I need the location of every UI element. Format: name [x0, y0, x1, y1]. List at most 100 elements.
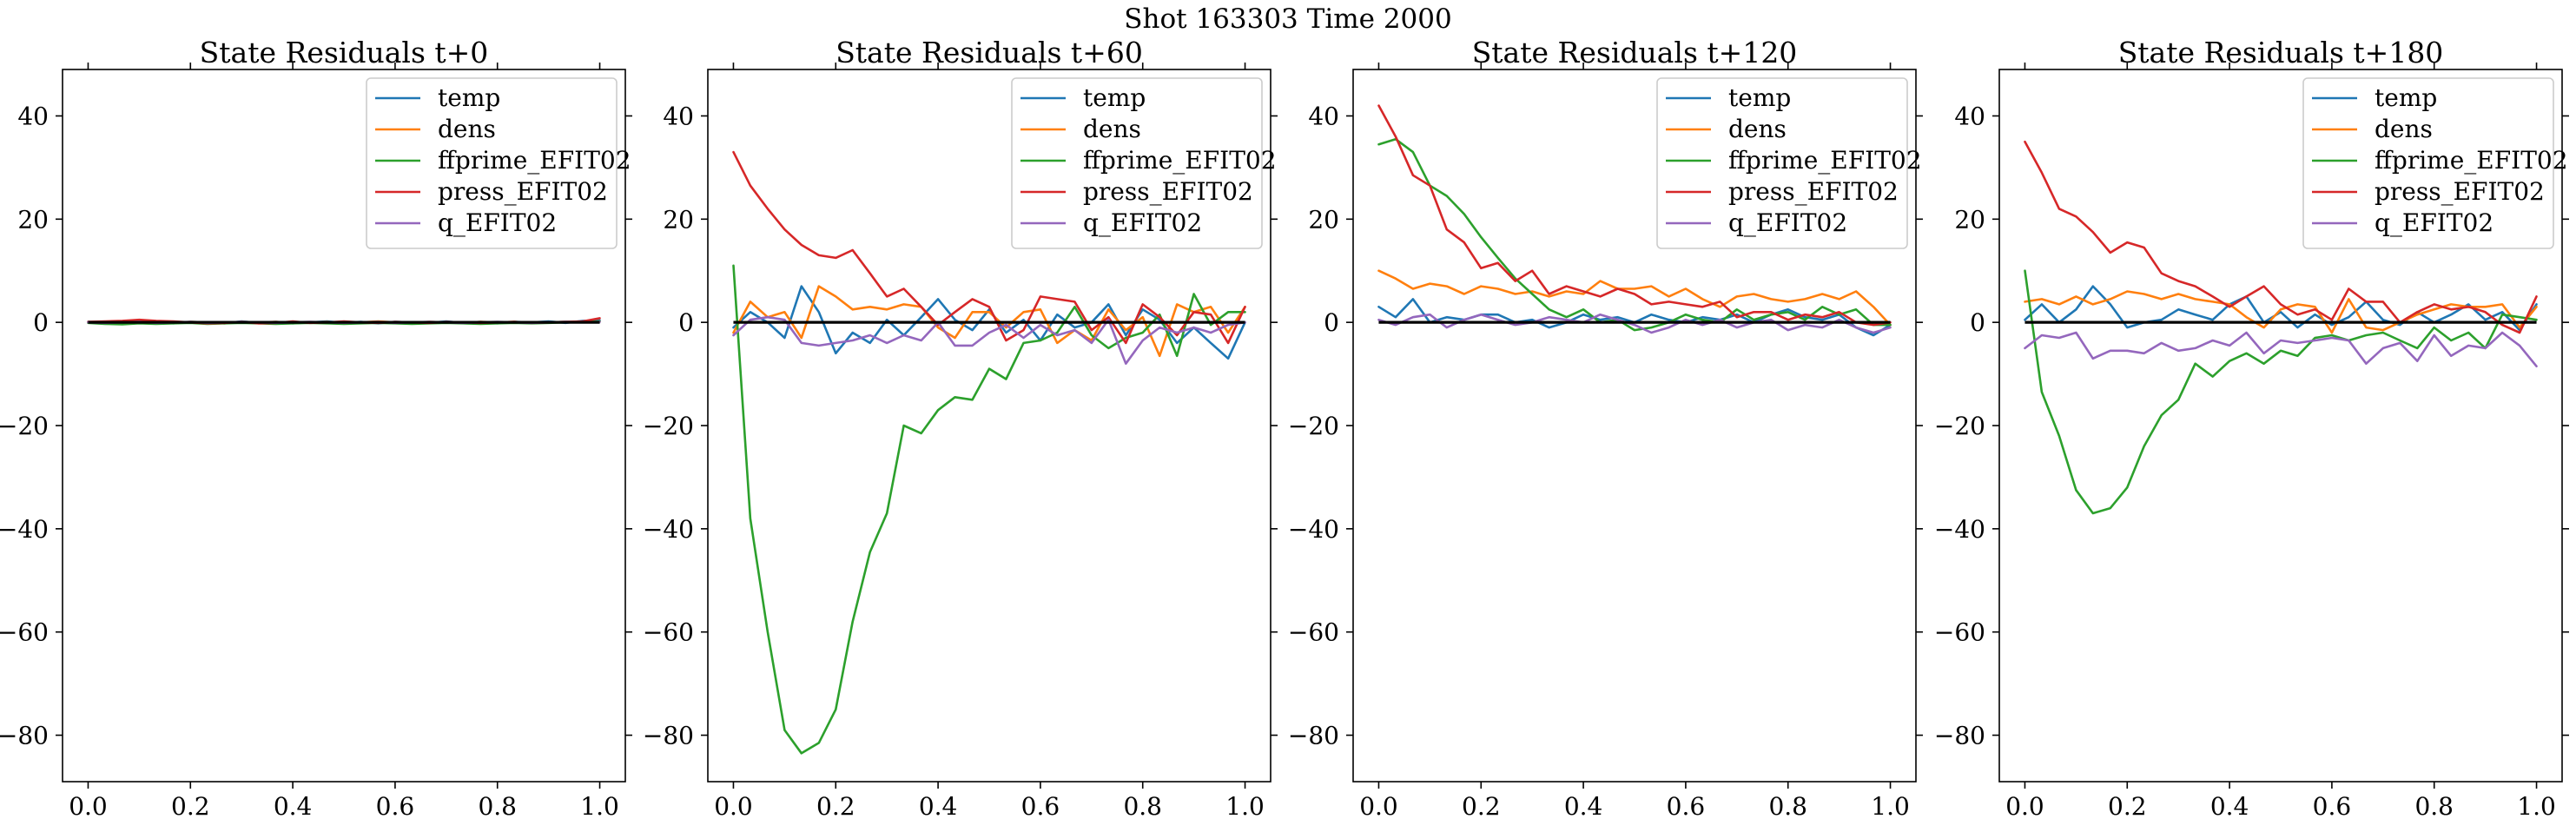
x-tick-label: 0.2 [1462, 792, 1501, 819]
y-tick-label: 20 [17, 205, 49, 234]
series-line-q-efit02 [732, 315, 1246, 366]
series-line-ffprime-efit02 [2024, 269, 2538, 515]
y-tick-label: −60 [0, 618, 49, 647]
legend-label: dens [1728, 115, 1787, 143]
y-tick-label: −80 [1934, 722, 1985, 750]
x-tick-label: 0.6 [1667, 792, 1706, 819]
y-tick-label: 40 [17, 102, 49, 130]
x-tick-label: 0.4 [274, 792, 313, 819]
x-tick-label: 0.4 [919, 792, 958, 819]
y-tick-label: 40 [1308, 102, 1339, 130]
legend-label: temp [1728, 83, 1791, 112]
x-tick-label: 0.4 [2210, 792, 2249, 819]
y-tick-label: 0 [678, 308, 694, 337]
y-tick-label: 20 [1954, 205, 1985, 234]
subplot-1: State Residuals t+0 0.0 0.2 0.4 0.6 0.8 1.0 −80… [0, 36, 632, 819]
x-tick-label: 0.8 [1768, 792, 1807, 819]
x-tick-label: 0.2 [816, 792, 855, 819]
plot-area [87, 317, 601, 326]
x-tick-label: 1.0 [2517, 792, 2556, 819]
x-tick-label: 1.0 [1225, 792, 1265, 819]
plot-area [1377, 104, 1892, 337]
x-tick-label: 0.2 [2108, 792, 2147, 819]
series-line-dens [1377, 269, 1892, 327]
x-tick-label: 0.6 [2313, 792, 2352, 819]
series-line-press-efit02 [1377, 104, 1892, 327]
figure-suptitle: Shot 163303 Time 2000 [1124, 3, 1451, 35]
legend-label: ffprime_EFIT02 [1083, 146, 1277, 175]
y-tick-label: −20 [643, 412, 694, 440]
legend-label: q_EFIT02 [438, 208, 557, 237]
axes-frame [1998, 69, 2563, 783]
legend: temp dens ffprime_EFIT02press_EFIT02q_EFIT… [366, 77, 631, 249]
x-tick-label: 0.8 [1123, 792, 1162, 819]
series-line-press-efit02 [732, 150, 1246, 345]
legend-label: temp [2375, 83, 2437, 112]
x-tick-label: 1.0 [580, 792, 619, 819]
y-tick-label: −60 [1934, 618, 1985, 647]
legend: temp dens ffprime_EFIT02press_EFIT02q_EFIT… [1011, 77, 1277, 249]
series-line-q-efit02 [1377, 313, 1892, 334]
axes-frame [707, 69, 1271, 783]
x-tick-label: 0.6 [376, 792, 415, 819]
x-tick-label: 1.0 [1871, 792, 1910, 819]
y-tick-label: −40 [0, 515, 49, 544]
legend-label: q_EFIT02 [1728, 208, 1847, 237]
subplot-title: State Residuals t+120 [1472, 36, 1798, 69]
y-tick-label: −20 [0, 412, 49, 440]
x-tick-label: 0.8 [2414, 792, 2454, 819]
series-line-q-efit02 [2024, 331, 2538, 368]
legend-frame [2302, 77, 2554, 249]
legend-label: dens [438, 115, 496, 143]
y-tick-label: 20 [663, 205, 694, 234]
legend-label: ffprime_EFIT02 [2375, 146, 2568, 175]
y-tick-label: 0 [1970, 308, 1985, 337]
y-tick-label: −80 [643, 722, 694, 750]
x-tick-label: 0.0 [2005, 792, 2044, 819]
plot-area [732, 150, 1246, 755]
x-tick-label: 0.0 [1359, 792, 1398, 819]
subplot-4: State Residuals t+180 0.0 0.2 0.4 0.6 0.8 1.0 −… [1934, 36, 2569, 819]
legend-label: ffprime_EFIT02 [438, 146, 631, 175]
legend-label: dens [1083, 115, 1141, 143]
legend-frame [1011, 77, 1263, 249]
series-line-ffprime-efit02 [1377, 137, 1892, 332]
axes-frame [1352, 69, 1917, 783]
legend-frame [366, 77, 618, 249]
y-tick-label: −40 [1934, 515, 1985, 544]
legend-label: dens [2375, 115, 2433, 143]
y-tick-label: −40 [1288, 515, 1339, 544]
subplots: State Residuals t+0 0.0 0.2 0.4 0.6 0.8 1.0 −80… [0, 36, 2569, 819]
subplot-2: State Residuals t+60 0.0 0.2 0.4 0.6 0.8 1.0 −8… [643, 36, 1278, 819]
series-line-dens [2024, 290, 2538, 334]
subplot-title: State Residuals t+0 [200, 36, 489, 69]
legend-label: ffprime_EFIT02 [1728, 146, 1922, 175]
axes-frame [62, 69, 626, 783]
legend: temp dens ffprime_EFIT02press_EFIT02q_EFIT… [1656, 77, 1922, 249]
y-tick-label: −20 [1288, 412, 1339, 440]
legend-label: q_EFIT02 [2375, 208, 2493, 237]
y-tick-label: 0 [1324, 308, 1339, 337]
subplot-title: State Residuals t+60 [836, 36, 1143, 69]
y-tick-label: 0 [33, 308, 49, 337]
legend: temp dens ffprime_EFIT02press_EFIT02q_EFIT… [2302, 77, 2568, 249]
x-tick-label: 0.8 [478, 792, 517, 819]
series-line-dens [732, 285, 1246, 358]
legend-label: temp [1083, 83, 1146, 112]
y-tick-label: 40 [1954, 102, 1985, 130]
series-line-ffprime-efit02 [732, 264, 1246, 755]
x-tick-label: 0.6 [1021, 792, 1060, 819]
series-line-press-efit02 [2024, 140, 2538, 334]
legend-label: press_EFIT02 [1083, 177, 1253, 206]
subplot-3: State Residuals t+120 0.0 0.2 0.4 0.6 0.8 1.0 −… [1288, 36, 1923, 819]
x-tick-label: 0.4 [1564, 792, 1603, 819]
y-tick-label: 20 [1308, 205, 1339, 234]
legend-frame [1656, 77, 1908, 249]
legend-label: press_EFIT02 [2375, 177, 2545, 206]
series-line-temp [2024, 285, 2538, 332]
x-tick-label: 0.0 [69, 792, 108, 819]
series-line-temp [732, 285, 1246, 360]
plot-area [2024, 140, 2538, 515]
y-tick-label: −20 [1934, 412, 1985, 440]
